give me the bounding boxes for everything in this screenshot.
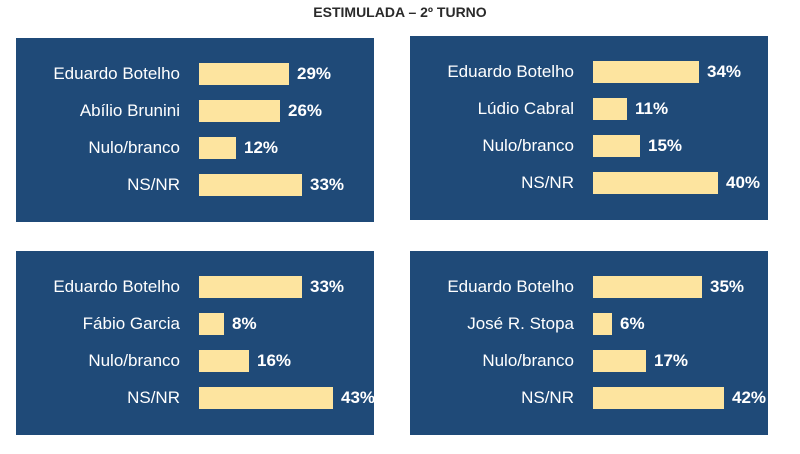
category-label: Eduardo Botelho xyxy=(53,64,180,83)
bar xyxy=(199,63,289,85)
bar-row: Abílio Brunini 26% xyxy=(16,99,374,125)
bar-row: Fábio Garcia 8% xyxy=(16,312,374,338)
value-label: 35% xyxy=(710,277,745,296)
bar-row: Nulo/branco 17% xyxy=(410,349,768,375)
bar-row: NS/NR 42% xyxy=(410,386,768,412)
chart-panel-2: Eduardo Botelho 34% Lúdio Cabral 11% Nulo/br… xyxy=(410,36,768,220)
category-label: Eduardo Botelho xyxy=(447,277,574,296)
bar xyxy=(593,387,724,409)
bar-row: NS/NR 40% xyxy=(410,171,768,197)
value-label: 34% xyxy=(707,62,742,81)
category-label: Nulo/branco xyxy=(88,138,180,157)
value-label: 6% xyxy=(620,314,645,333)
bar-row: Nulo/branco 15% xyxy=(410,134,768,160)
category-label: Lúdio Cabral xyxy=(477,99,574,118)
bar-row: Eduardo Botelho 35% xyxy=(410,275,768,301)
bar-row: Lúdio Cabral 11% xyxy=(410,97,768,123)
chart-panel-4: Eduardo Botelho 35% José R. Stopa 6% Nulo/br… xyxy=(410,251,768,435)
value-label: 33% xyxy=(310,175,345,194)
category-label: Nulo/branco xyxy=(482,136,574,155)
chart-title: ESTIMULADA – 2º TURNO xyxy=(313,4,487,20)
bar-row: NS/NR 43% xyxy=(16,386,376,412)
value-label: 33% xyxy=(310,277,345,296)
category-label: NS/NR xyxy=(127,175,180,194)
bar-row: José R. Stopa 6% xyxy=(410,312,768,338)
category-label: NS/NR xyxy=(521,173,574,192)
category-label: Eduardo Botelho xyxy=(447,62,574,81)
category-label: José R. Stopa xyxy=(467,314,574,333)
bar xyxy=(199,276,302,298)
bar-row: Nulo/branco 12% xyxy=(16,136,374,162)
value-label: 8% xyxy=(232,314,257,333)
category-label: Abílio Brunini xyxy=(79,101,180,120)
bar-row: NS/NR 33% xyxy=(16,173,374,199)
bar-row: Eduardo Botelho 29% xyxy=(16,62,374,88)
bar xyxy=(593,172,718,194)
bar xyxy=(593,61,699,83)
bar xyxy=(199,100,280,122)
bar xyxy=(593,98,627,120)
value-label: 40% xyxy=(726,173,761,192)
value-label: 17% xyxy=(654,351,689,370)
value-label: 43% xyxy=(341,388,376,407)
category-label: NS/NR xyxy=(521,388,574,407)
value-label: 26% xyxy=(288,101,323,120)
chart-panel-1: Eduardo Botelho 29% Abílio Brunini 26% Nulo/… xyxy=(16,38,374,222)
category-label: NS/NR xyxy=(127,388,180,407)
bar xyxy=(199,313,224,335)
bar xyxy=(199,350,249,372)
value-label: 15% xyxy=(648,136,683,155)
bar xyxy=(593,135,640,157)
category-label: Nulo/branco xyxy=(482,351,574,370)
value-label: 16% xyxy=(257,351,292,370)
value-label: 29% xyxy=(297,64,332,83)
category-label: Fábio Garcia xyxy=(82,314,180,333)
category-label: Eduardo Botelho xyxy=(53,277,180,296)
bar xyxy=(593,276,702,298)
bar xyxy=(199,387,333,409)
bar xyxy=(593,350,646,372)
category-label: Nulo/branco xyxy=(88,351,180,370)
bar xyxy=(199,137,236,159)
bar xyxy=(199,174,302,196)
value-label: 42% xyxy=(732,388,767,407)
bar-row: Eduardo Botelho 34% xyxy=(410,60,768,86)
chart-panel-3: Eduardo Botelho 33% Fábio Garcia 8% Nulo/bra… xyxy=(16,251,376,435)
bar-row: Eduardo Botelho 33% xyxy=(16,275,374,301)
bar xyxy=(593,313,612,335)
value-label: 11% xyxy=(635,99,669,118)
value-label: 12% xyxy=(244,138,279,157)
bar-row: Nulo/branco 16% xyxy=(16,349,374,375)
